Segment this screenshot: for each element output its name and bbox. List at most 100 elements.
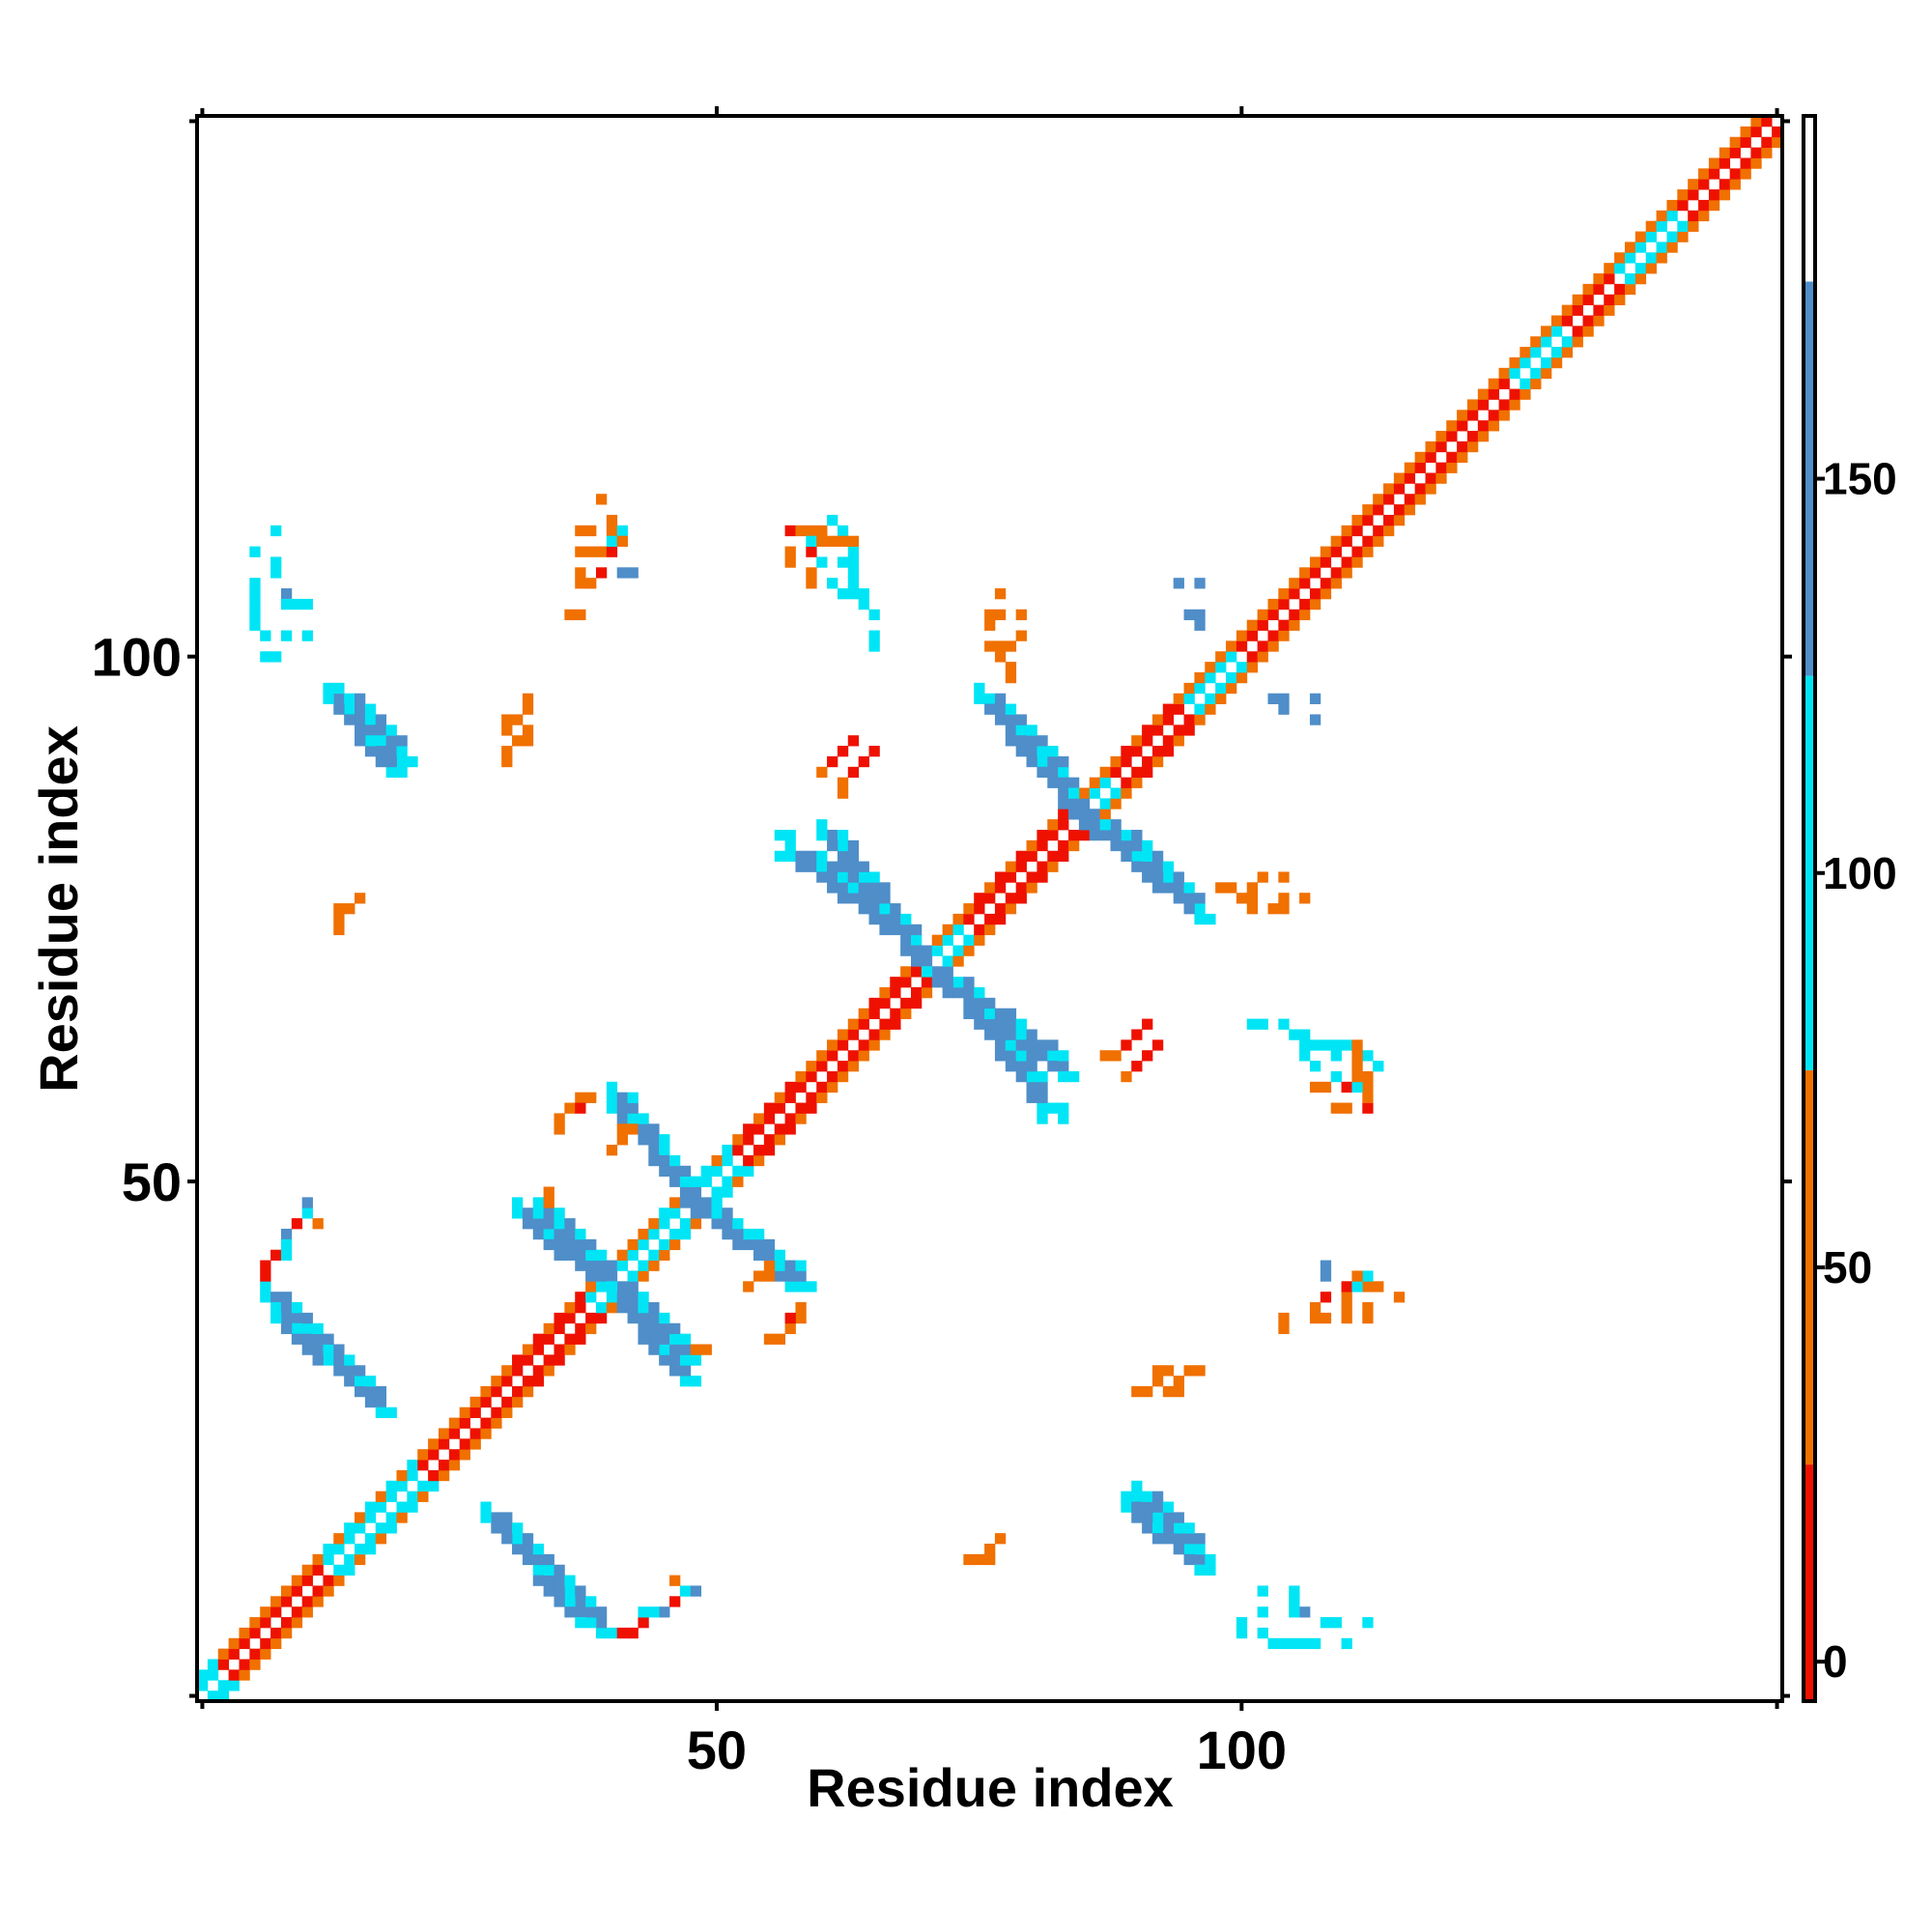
heatmap-cell [1026,1081,1037,1094]
heatmap-cell [1162,1365,1175,1377]
heatmap-cell [1257,619,1268,631]
heatmap-cell [1162,882,1175,894]
heatmap-cell [1466,440,1479,453]
heatmap-cell [333,703,345,715]
heatmap-cell [1037,1050,1048,1062]
heatmap-cell [837,861,849,872]
heatmap-cell [1320,546,1332,557]
heatmap-cell [1151,861,1164,872]
heatmap-cell [1278,1312,1290,1324]
heatmap-cell [1351,1039,1363,1051]
heatmap-cell [743,1154,754,1167]
heatmap-cell [385,1480,397,1492]
heatmap-cell [795,1270,807,1282]
heatmap-cell [1393,514,1406,526]
heatmap-cell [763,1102,776,1114]
heatmap-cell [1509,356,1520,369]
heatmap-cell [364,1501,377,1513]
heatmap-cell [974,997,985,1009]
heatmap-cell [1362,546,1374,557]
colorbar-frame [1802,114,1817,1703]
heatmap-cell [1267,630,1279,641]
heatmap-cell [575,1596,586,1607]
colorbar-band [1804,116,1815,282]
heatmap-cell [984,997,996,1009]
heatmap-cell [816,535,828,547]
heatmap-cell [1215,651,1227,663]
heatmap-cell [806,850,817,862]
heatmap-cell [270,1627,282,1639]
heatmap-cell [1446,420,1458,432]
heatmap-cell [1162,703,1175,715]
heatmap-cell [1236,1627,1248,1639]
heatmap-cell [1488,410,1499,421]
heatmap-cell [459,1406,470,1418]
heatmap-cell [532,1333,545,1345]
heatmap-cell [627,1102,639,1114]
heatmap-cell [606,1292,618,1303]
heatmap-cell [1320,578,1332,589]
heatmap-cell [659,1606,670,1618]
heatmap-cell [1257,1606,1268,1618]
heatmap-cell [868,1029,880,1040]
heatmap-cell [260,630,271,641]
heatmap-cell [659,1208,670,1219]
heatmap-cell [847,588,860,600]
heatmap-cell [585,1281,597,1293]
heatmap-cell [1435,462,1447,473]
heatmap-cell [1498,410,1510,421]
heatmap-cell [585,1260,597,1271]
heatmap-cell [1173,1533,1184,1545]
heatmap-cell [921,955,933,967]
heatmap-cell [1435,431,1447,442]
heatmap-cell [428,1449,440,1461]
heatmap-cell [249,619,261,631]
heatmap-cell [554,1585,565,1597]
heatmap-cell [375,735,387,747]
heatmap-cell [1624,242,1636,253]
heatmap-cell [1121,777,1132,788]
heatmap-cell [858,598,869,611]
heatmap-cell [1362,1312,1374,1324]
heatmap-cell [1037,829,1048,841]
heatmap-cell [1309,1312,1321,1324]
heatmap-cell [1151,1501,1164,1513]
heatmap-cell [1183,724,1195,736]
heatmap-cell [1236,671,1248,684]
heatmap-cell [375,1396,387,1408]
heatmap-cell [364,724,377,736]
heatmap-cell [249,1648,261,1660]
heatmap-cell [994,1029,1007,1040]
heatmap-cell [1309,556,1321,568]
heatmap-cell [396,1469,408,1482]
heatmap-cell [1121,1501,1132,1513]
heatmap-cell [585,525,597,537]
heatmap-cell [575,1322,586,1335]
heatmap-cell [217,1680,230,1691]
heatmap-cell [1351,556,1363,568]
heatmap-cell [1058,766,1069,779]
heatmap-cell [1414,451,1426,464]
heatmap-cell [1740,168,1751,180]
heatmap-cell [984,1553,996,1566]
heatmap-cell [532,1344,545,1355]
heatmap-cell [1498,399,1510,411]
heatmap-cell [1142,1501,1153,1513]
heatmap-cell [837,787,849,799]
heatmap-cell [1477,399,1490,411]
heatmap-cell [1151,714,1164,725]
heatmap-cell [1289,588,1300,600]
heatmap-cell [1656,242,1667,253]
heatmap-cell [1183,682,1195,695]
heatmap-cell [806,1281,817,1293]
heatmap-cell [1656,252,1667,264]
heatmap-cell [1173,871,1184,883]
heatmap-cell [1205,913,1216,925]
heatmap-cell [931,945,943,956]
heatmap-cell [1393,1292,1406,1303]
heatmap-cell [837,850,849,862]
heatmap-cell [690,1197,702,1208]
heatmap-cell [858,871,869,883]
heatmap-cell [291,1617,303,1629]
heatmap-cell [1131,1491,1143,1502]
